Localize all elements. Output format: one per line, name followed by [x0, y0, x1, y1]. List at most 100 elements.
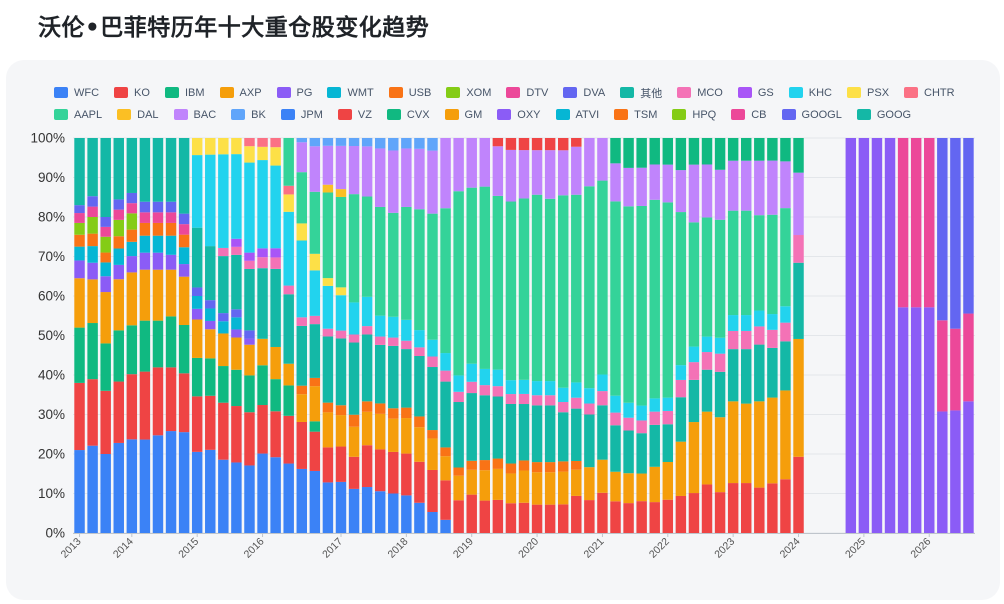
legend-item-gs[interactable]: GS: [737, 86, 774, 99]
legend-item-jpm[interactable]: JPM: [280, 108, 323, 121]
bar-segment-其他: [636, 433, 647, 474]
legend-item-cb[interactable]: CB: [731, 108, 767, 121]
bar-segment-axp: [597, 459, 608, 493]
bar-segment-pg: [244, 338, 255, 345]
bar-segment-khc: [584, 388, 595, 404]
legend-item-xom[interactable]: XOM: [446, 86, 491, 99]
bar-segment-khc: [662, 397, 674, 411]
legend-item-oxy[interactable]: OXY: [497, 108, 541, 121]
legend-item-wmt[interactable]: WMT: [327, 86, 374, 99]
bar-segment-其他: [662, 424, 674, 462]
bar-segment-其他: [270, 268, 281, 347]
bars: [74, 138, 974, 533]
legend-item-bk[interactable]: BK: [231, 108, 266, 121]
bar-segment-khc: [348, 302, 360, 335]
legend-swatch: [164, 87, 179, 98]
bar-segment-aapl: [623, 206, 634, 403]
legend-item-usb[interactable]: USB: [388, 86, 431, 99]
bar-segment-dva: [100, 217, 111, 227]
legend-item-mco[interactable]: MCO: [677, 86, 723, 99]
bar-segment-wmt: [191, 296, 203, 309]
legend-item-khc[interactable]: KHC: [788, 86, 832, 99]
legend-item-axp[interactable]: AXP: [219, 86, 262, 99]
legend-item-vz[interactable]: VZ: [337, 108, 372, 121]
legend-item-atvi[interactable]: ATVI: [555, 108, 599, 121]
bar-segment-ko: [610, 501, 621, 533]
bar-segment-khc: [231, 154, 242, 239]
bar-segment-dtv: [87, 206, 98, 217]
bar-segment-aapl: [688, 222, 700, 347]
legend-item-goog[interactable]: GOOG: [856, 108, 911, 121]
legend-item-cvx[interactable]: CVX: [386, 108, 430, 121]
legend-item-pg[interactable]: PG: [276, 86, 312, 99]
bar-segment-其他: [257, 268, 268, 339]
bar-segment-aapl: [780, 208, 791, 307]
legend-swatch: [497, 109, 512, 120]
bar-segment-其他: [453, 402, 464, 468]
bar-segment-khc: [270, 165, 281, 249]
bar-segment-其他: [505, 403, 517, 464]
bar-segment-ko: [780, 479, 791, 533]
bar-segment-ko: [767, 483, 778, 533]
bar-segment-oxy: [858, 138, 870, 533]
bar-segment-ibm: [165, 316, 177, 368]
legend-item-psx[interactable]: PSX: [847, 86, 889, 99]
bar-segment-wmt: [100, 262, 111, 277]
bar-segment-其他: [74, 138, 85, 206]
legend-swatch: [337, 109, 352, 120]
bar-segment-aapl: [388, 212, 399, 317]
legend-item-dtv[interactable]: DTV: [506, 86, 548, 99]
bar-segment-bac: [767, 160, 778, 215]
bar-segment-ko: [427, 469, 438, 512]
legend-item-chtr[interactable]: CHTR: [904, 86, 955, 99]
bar-segment-wfc: [296, 468, 307, 533]
bar-segment-aapl: [571, 194, 582, 383]
bar-segment-cb: [963, 313, 974, 402]
bar-segment-mco: [492, 386, 504, 397]
legend-swatch: [54, 87, 68, 98]
legend-item-gm[interactable]: GM: [444, 108, 482, 121]
bar-segment-ibm: [191, 357, 203, 397]
bar-segment-usb: [440, 447, 451, 457]
legend-item-googl[interactable]: GOOGL: [781, 108, 842, 121]
legend-item-hpq[interactable]: HPQ: [672, 108, 716, 121]
legend-swatch: [781, 109, 796, 120]
bar-segment-其他: [741, 349, 752, 404]
legend-item-其他[interactable]: 其他: [620, 86, 662, 100]
legend-label: WFC: [74, 86, 100, 99]
legend-label: BK: [251, 108, 266, 121]
y-tick-label: 20%: [38, 447, 65, 462]
bar-segment-ko: [309, 431, 321, 471]
bar-segment-bac: [361, 146, 373, 197]
legend-item-dva[interactable]: DVA: [563, 86, 605, 99]
legend-label: XOM: [466, 86, 492, 99]
bar-segment-wfc: [322, 482, 334, 533]
legend-item-tsm[interactable]: TSM: [614, 108, 657, 121]
bar-segment-其他: [597, 405, 608, 460]
legend-item-wfc[interactable]: WFC: [54, 86, 99, 99]
legend-item-ibm[interactable]: IBM: [164, 86, 205, 99]
bar-segment-aapl: [675, 212, 687, 366]
bar-segment-mco: [597, 391, 608, 406]
legend-label: TSM: [634, 108, 658, 121]
bar-segment-cb: [950, 328, 961, 411]
legend-item-dal[interactable]: DAL: [117, 108, 159, 121]
bar-segment-aapl: [283, 138, 294, 186]
bar-segment-其他: [401, 349, 412, 408]
bar-segment-ko: [283, 415, 294, 464]
bar-segment-aapl: [453, 191, 464, 376]
bar-segment-dva: [205, 300, 216, 309]
bar-segment-dtv: [126, 203, 138, 214]
legend-item-aapl[interactable]: AAPL: [54, 108, 102, 121]
bar-segment-其他: [191, 227, 203, 288]
bar-segment-khc: [453, 375, 464, 392]
bar-segment-其他: [296, 325, 307, 386]
bar-segment-axp: [793, 338, 804, 457]
bar-segment-ko: [348, 456, 360, 489]
bar-segment-aapl: [296, 172, 307, 224]
legend-item-ko[interactable]: KO: [114, 86, 150, 99]
bar-segment-mco: [257, 257, 268, 269]
bar-segment-axp: [283, 363, 294, 386]
legend-swatch: [219, 87, 234, 98]
legend-item-bac[interactable]: BAC: [173, 108, 216, 121]
